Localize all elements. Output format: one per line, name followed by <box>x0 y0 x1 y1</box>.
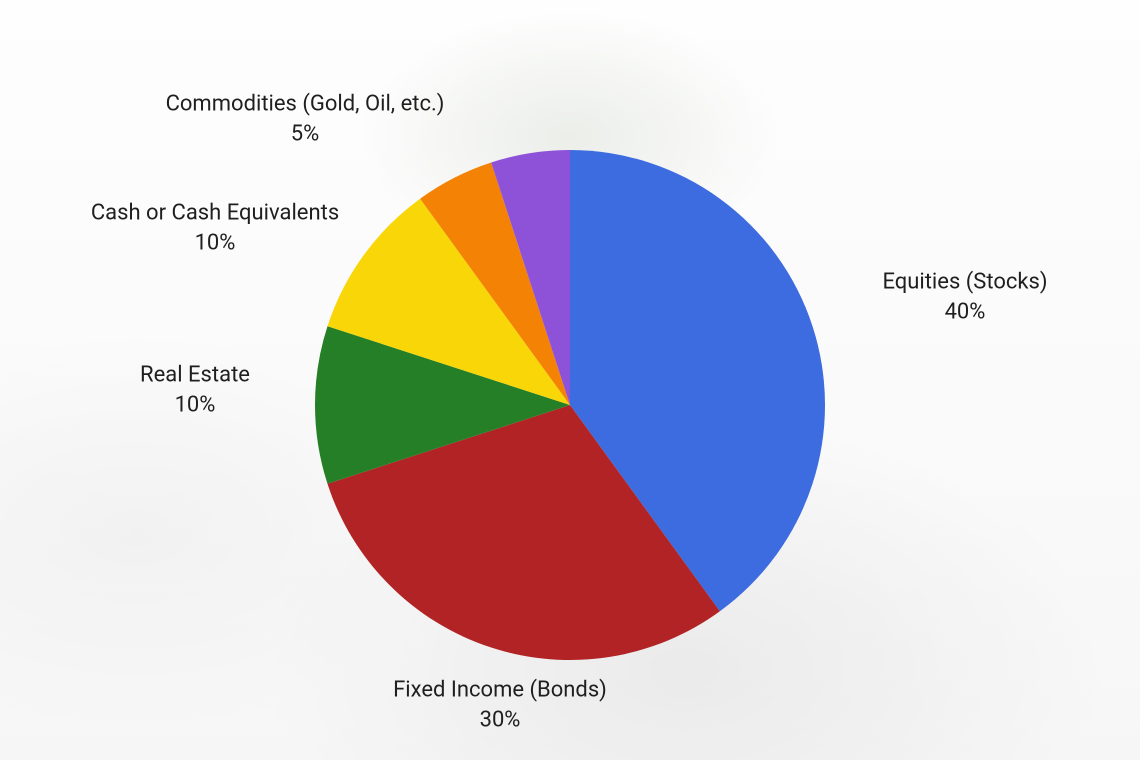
pie-label-percent: 40% <box>882 297 1047 327</box>
pie-label-percent: 10% <box>91 228 339 258</box>
pie-label-0: Equities (Stocks) 40% <box>882 267 1047 326</box>
pie-label-text: Cash or Cash Equivalents <box>91 200 339 225</box>
pie-label-percent: 30% <box>393 705 607 735</box>
pie-label-3: Cash or Cash Equivalents 10% <box>91 198 339 257</box>
pie-label-percent: 10% <box>140 390 250 420</box>
pie-label-2: Real Estate 10% <box>140 360 250 419</box>
pie-label-4: Commodities (Gold, Oil, etc.) 5% <box>166 89 445 148</box>
pie-label-percent: 5% <box>166 119 445 149</box>
allocation-pie-chart: Equities (Stocks) 40% Fixed Income (Bonds)… <box>0 0 1140 760</box>
pie-label-1: Fixed Income (Bonds) 30% <box>393 675 607 734</box>
pie-label-text: Real Estate <box>140 362 250 387</box>
pie-label-text: Equities (Stocks) <box>882 269 1047 294</box>
pie-label-text: Commodities (Gold, Oil, etc.) <box>166 91 445 116</box>
pie-label-text: Fixed Income (Bonds) <box>393 677 607 702</box>
